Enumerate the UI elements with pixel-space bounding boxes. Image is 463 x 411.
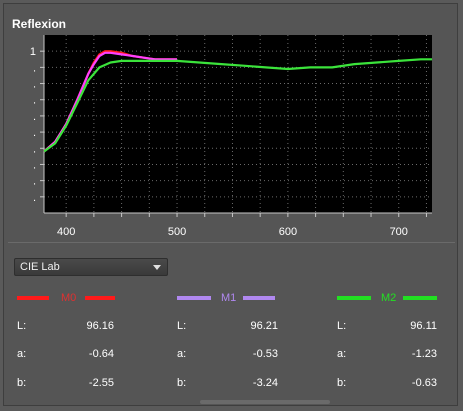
y-tick-label: . [33,143,36,155]
horizontal-scrollbar[interactable] [200,400,330,404]
m1-a-label: a: [177,348,187,360]
m2-l-value: 96.11 [410,320,437,332]
y-tick-label: . [33,111,36,123]
legend-m2-swatch-left [337,296,371,300]
legend-m0-label: M0 [61,292,77,304]
m1-b-label: b: [177,377,187,389]
y-tick-label: . [33,176,36,188]
y-tick-label: . [33,79,36,91]
m2-a-value: -1.23 [411,348,437,360]
x-tick-label: 700 [390,226,408,238]
m0-a-label: a: [17,348,27,360]
m0-l-value: 96.16 [86,320,114,332]
m2-b-value: -0.63 [411,377,437,389]
y-tick-label: . [33,62,36,74]
x-tick-label: 500 [168,226,186,238]
color-space-select[interactable]: CIE Lab [14,258,168,276]
m0-l-label: L: [17,320,27,332]
chart-svg: ......... 1 400 500 600 700 [30,35,432,238]
reflectance-chart: ......... 1 400 500 600 700 [8,30,454,240]
color-space-value: CIE Lab [20,261,60,273]
m2-b-label: b: [337,377,347,389]
legend-m1-label: M1 [221,292,237,304]
m1-l-label: L: [177,320,187,332]
m0-b-label: b: [17,377,27,389]
y-tick-label: . [33,159,36,171]
divider [8,242,455,243]
m1-a-value: -0.53 [252,348,278,360]
m2-a-label: a: [337,348,347,360]
legend-m0-swatch-right [85,296,115,300]
legend-m1-swatch-left [177,296,211,300]
m0-b-value: -2.55 [88,377,114,389]
legend-m2: M2 [337,292,442,304]
m1-l-value: 96.21 [250,320,278,332]
legend-m1-swatch-right [243,296,275,300]
y-tick-label: . [33,192,36,204]
m0-a-value: -0.64 [88,348,114,360]
m1-b-value: -3.24 [252,377,278,389]
legend-m2-swatch-right [403,296,437,300]
y-tick-label: . [33,127,36,139]
y-tick-label: 1 [30,46,36,58]
legend-m0: M0 [17,292,117,304]
y-tick-label: . [33,95,36,107]
legend-m2-label: M2 [381,292,397,304]
x-tick-label: 400 [57,226,75,238]
series-line-2 [43,58,432,153]
legend-m1: M1 [177,292,277,304]
chevron-down-icon [153,265,161,270]
panel-title: Reflexion [12,17,67,31]
x-tick-label: 600 [279,226,297,238]
m2-l-label: L: [337,320,347,332]
legend-m0-swatch-left [17,296,49,300]
